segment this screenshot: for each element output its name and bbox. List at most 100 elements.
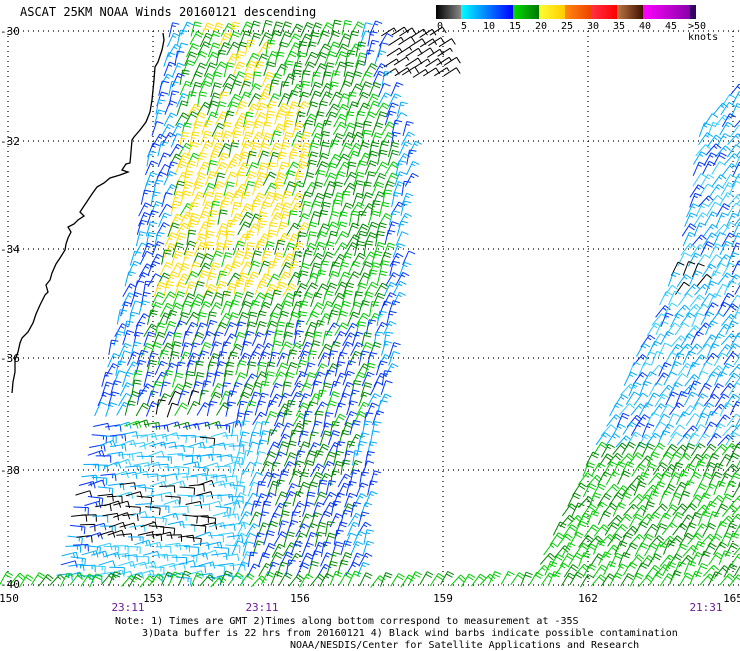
- wind-barb: [660, 491, 672, 505]
- wind-barb: [243, 411, 253, 426]
- wind-barb: [98, 531, 114, 538]
- wind-barb: [240, 471, 250, 486]
- wind-barb: [140, 251, 153, 264]
- lat-label: -30: [0, 25, 20, 38]
- wind-barb: [389, 37, 404, 45]
- wind-barb: [333, 451, 344, 466]
- wind-barb: [318, 101, 328, 116]
- wind-barb: [217, 455, 233, 462]
- wind-barb: [152, 517, 167, 526]
- wind-barb: [31, 573, 45, 586]
- wind-barb: [198, 447, 213, 454]
- wind-barb: [258, 274, 271, 287]
- wind-barb: [714, 481, 726, 495]
- wind-barb: [157, 92, 168, 106]
- wind-barb: [724, 352, 738, 364]
- wind-barb: [348, 31, 358, 46]
- wind-barb: [420, 572, 434, 585]
- wind-barb: [180, 81, 192, 95]
- wind-barb: [93, 516, 108, 523]
- wind-barb: [156, 492, 172, 499]
- wind-barb: [604, 545, 619, 557]
- wind-barb: [686, 414, 701, 426]
- wind-barb: [284, 182, 296, 196]
- wind-barb: [397, 102, 407, 117]
- wind-barb: [675, 544, 688, 557]
- wind-barb: [587, 511, 599, 525]
- wind-barb: [717, 134, 731, 147]
- wind-barb: [367, 353, 377, 368]
- wind-barb: [668, 432, 682, 445]
- wind-barb: [685, 213, 697, 227]
- wind-barb: [618, 471, 631, 485]
- wind-barb: [444, 68, 460, 76]
- wind-barb: [605, 523, 619, 536]
- wind-barb: [647, 491, 659, 505]
- wind-barb: [232, 463, 242, 478]
- wind-barb: [339, 572, 352, 585]
- wind-barb: [112, 471, 129, 478]
- wind-barb: [180, 487, 195, 495]
- wind-barb: [301, 192, 312, 206]
- wind-barb: [19, 575, 33, 588]
- wind-barb: [284, 243, 296, 257]
- wind-barb: [153, 464, 169, 471]
- wind-barb: [252, 200, 261, 215]
- wind-barb: [635, 522, 649, 535]
- wind-barb: [590, 554, 604, 567]
- wind-barb: [258, 221, 268, 236]
- wind-barb: [376, 361, 387, 375]
- wind-barb: [79, 482, 95, 489]
- wind-barb: [258, 143, 270, 157]
- wind-barb: [264, 531, 275, 545]
- wind-barb: [374, 173, 386, 187]
- wind-barb: [236, 234, 250, 247]
- wind-barb: [289, 430, 299, 445]
- wind-barb: [65, 546, 80, 553]
- wind-barb: [700, 534, 715, 545]
- wind-barb: [706, 411, 718, 425]
- wind-barb: [690, 571, 702, 585]
- wind-barb: [399, 262, 411, 276]
- wind-barb: [732, 92, 740, 105]
- wind-barb: [624, 504, 639, 515]
- wind-barb: [692, 313, 704, 327]
- wind-barb: [84, 501, 100, 508]
- wind-barb: [269, 80, 279, 95]
- wind-barb: [116, 361, 126, 376]
- wind-barb: [169, 481, 186, 488]
- wind-barb: [706, 321, 718, 335]
- wind-barb: [210, 251, 222, 265]
- wind-barb: [338, 212, 348, 227]
- wind-barb: [681, 385, 696, 396]
- wind-barb: [720, 122, 734, 135]
- swath-time: 23:11: [245, 601, 278, 614]
- wind-barb: [292, 252, 302, 267]
- wind-barb: [162, 433, 179, 440]
- wind-barb: [154, 506, 169, 513]
- wind-barb: [224, 334, 238, 347]
- wind-barb: [70, 525, 85, 534]
- wind-barb: [701, 312, 714, 325]
- wind-barb: [624, 372, 637, 386]
- wind-barb: [427, 49, 443, 57]
- wind-barb: [696, 413, 709, 426]
- wind-barb: [728, 194, 740, 205]
- wind-barb: [316, 162, 329, 176]
- lon-label: 162: [578, 592, 598, 605]
- wind-barb: [727, 145, 740, 158]
- wind-barb: [694, 505, 709, 516]
- wind-barb: [133, 557, 148, 564]
- wind-barb: [709, 553, 723, 565]
- wind-barb: [409, 141, 422, 154]
- wind-barb: [176, 362, 186, 377]
- wind-barb: [669, 493, 682, 507]
- wind-barb: [227, 273, 241, 286]
- wind-barb: [610, 493, 624, 505]
- wind-barb: [232, 541, 244, 555]
- wind-barb: [687, 204, 700, 218]
- wind-barb: [277, 353, 289, 367]
- wind-barb: [659, 343, 672, 357]
- wind-barb: [169, 91, 179, 106]
- wind-barb: [658, 431, 670, 445]
